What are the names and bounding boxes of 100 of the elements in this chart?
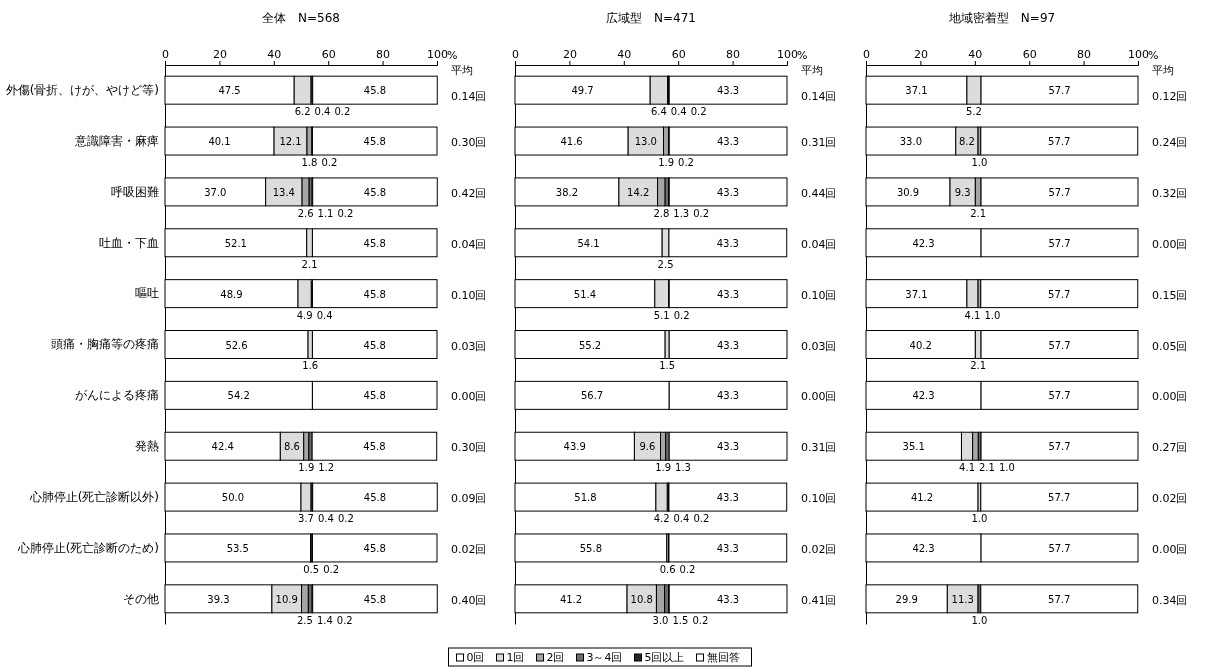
text: 0.31回: [801, 441, 837, 455]
data-label: 56.7: [580, 390, 604, 402]
text: 0.03回: [801, 339, 837, 353]
data-label: 6.2: [294, 106, 311, 118]
y-tick-label: 心肺停止(死亡診断以外): [28, 489, 159, 504]
text: 0.09回: [451, 492, 487, 506]
data-label: 1.0: [984, 309, 1001, 321]
data-label: 12.1: [279, 136, 302, 148]
text: 0.34回: [1152, 593, 1188, 607]
data-label: 0.2: [337, 513, 354, 525]
text: 0.02回: [1152, 492, 1188, 506]
data-label: 43.3: [716, 492, 739, 504]
y-tick-label: 心肺停止(死亡診断のため): [16, 540, 159, 555]
data-label: 45.8: [363, 593, 387, 605]
data-label: 40.1: [208, 136, 231, 148]
text: 0.10回: [451, 288, 487, 302]
text: 0.14回: [451, 90, 487, 104]
text: 0.42回: [451, 186, 487, 200]
data-label: 0.4: [314, 106, 331, 118]
data-label: 57.7: [1048, 288, 1071, 300]
data-label: 57.7: [1048, 593, 1071, 605]
data-label: 43.3: [716, 542, 739, 554]
x-tick-label: 100: [777, 48, 798, 61]
legend-label: 0回: [466, 651, 485, 664]
x-axis-title: %: [1148, 49, 1159, 62]
data-label: 0.2: [679, 563, 696, 575]
data-label: 37.1: [905, 288, 928, 300]
data-label: 42.3: [912, 542, 935, 554]
data-label: 5.2: [966, 106, 982, 118]
data-label: 43.9: [563, 441, 586, 453]
x-axis-title: %: [797, 49, 808, 62]
data-label: 42.4: [211, 441, 234, 453]
data-label: 4.1: [964, 309, 981, 321]
data-label: 1.1: [317, 207, 334, 219]
data-label: 47.5: [218, 85, 241, 97]
data-label: 0.4: [317, 513, 334, 525]
data-label: 6.4: [650, 106, 667, 118]
x-tick-label: 100: [427, 48, 448, 61]
data-label: 13.4: [272, 186, 295, 198]
text: 0.32回: [1152, 186, 1188, 200]
chart-title: 全体 N=568: [262, 11, 340, 25]
text: 平均: [1152, 64, 1174, 78]
data-label: 51.8: [574, 492, 597, 504]
data-label: 45.8: [363, 339, 386, 351]
text: 0.14回: [801, 90, 837, 104]
data-label: 1.0: [971, 157, 988, 169]
data-label: 1.8: [301, 157, 318, 169]
data-label: 57.7: [1048, 186, 1071, 198]
data-label: 1.9: [658, 157, 675, 169]
data-label: 30.9: [896, 186, 920, 198]
data-label: 55.2: [578, 339, 602, 351]
data-label: 0.2: [337, 207, 354, 219]
text: 0.41回: [801, 593, 837, 607]
data-label: 51.4: [573, 288, 597, 300]
data-label: 11.3: [951, 593, 974, 605]
data-label: 2.8: [653, 207, 670, 219]
text: 0.40回: [451, 593, 487, 607]
data-label: 0.2: [693, 513, 710, 525]
data-label: 41.2: [910, 492, 934, 504]
legend-label: 無回答: [706, 651, 740, 664]
data-label: 10.8: [630, 593, 653, 605]
data-label: 45.8: [363, 186, 387, 198]
x-tick-label: 20: [913, 48, 928, 61]
data-label: 52.6: [225, 339, 248, 351]
data-label: 2.5: [657, 258, 674, 270]
text: 平均: [451, 64, 473, 78]
data-label: 41.6: [560, 136, 583, 148]
chart-title: 地域密着型 N=97: [947, 11, 1056, 25]
data-label: 2.1: [979, 462, 995, 474]
data-label: 29.9: [895, 593, 918, 605]
data-label: 54.1: [577, 237, 600, 249]
text: 0.12回: [1152, 90, 1188, 104]
data-label: 57.7: [1048, 542, 1071, 554]
data-label: 4.2: [653, 513, 670, 525]
text: 0.00回: [1152, 237, 1188, 251]
data-label: 1.3: [675, 462, 691, 474]
text: 0.27回: [1152, 441, 1188, 455]
data-label: 1.0: [971, 513, 988, 525]
y-tick-label: 意識障害・麻痺: [74, 133, 159, 148]
text: 0.05回: [1152, 339, 1188, 353]
text: 0.10回: [801, 492, 837, 506]
x-axis-title: %: [447, 49, 458, 62]
data-label: 0.2: [334, 106, 351, 118]
data-label: 45.8: [363, 136, 386, 148]
data-label: 43.3: [716, 288, 740, 300]
data-label: 1.9: [655, 462, 672, 474]
x-tick-label: 0: [863, 48, 870, 61]
data-label: 2.1: [301, 258, 318, 270]
text: 0.30回: [451, 441, 487, 455]
text: 0.04回: [451, 237, 487, 251]
x-tick-label: 40: [968, 48, 983, 61]
data-label: 38.2: [555, 186, 579, 198]
x-tick-label: 20: [562, 48, 577, 61]
data-label: 43.3: [716, 339, 740, 351]
data-label: 39.3: [207, 593, 230, 605]
legend-label: 5回以上: [644, 651, 685, 664]
legend-label: 3～4回: [586, 651, 623, 664]
data-label: 55.8: [579, 542, 603, 554]
data-label: 0.2: [690, 106, 707, 118]
data-label: 57.7: [1048, 237, 1071, 249]
